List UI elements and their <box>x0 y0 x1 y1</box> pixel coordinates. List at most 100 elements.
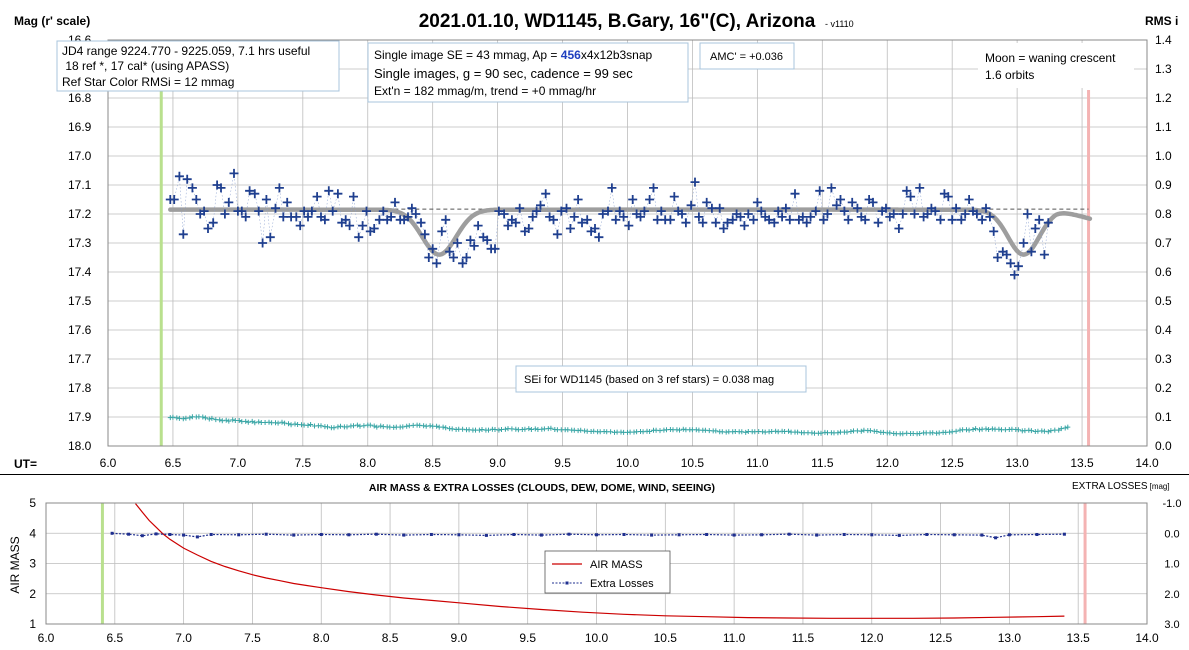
mag-point <box>441 215 451 225</box>
bottom-x-tick-label: 6.0 <box>38 631 55 645</box>
rms-point <box>440 424 446 430</box>
mag-point <box>541 189 551 199</box>
mag-point <box>449 253 458 262</box>
mag-point <box>462 253 471 262</box>
rms-point <box>223 417 229 423</box>
mag-point <box>852 203 862 213</box>
extra-losses-point <box>264 532 268 536</box>
top-x-tick-label: 11.0 <box>746 456 769 470</box>
rms-point <box>371 423 377 429</box>
mag-point <box>432 258 442 268</box>
mag-point <box>981 203 991 213</box>
mag-point <box>458 258 468 268</box>
mag-point <box>707 203 717 213</box>
mag-point <box>573 195 583 204</box>
extra-losses-point <box>1035 533 1039 536</box>
mag-point <box>777 212 787 222</box>
rms-point <box>219 418 225 424</box>
bottom-x-tick-label: 9.0 <box>451 631 468 645</box>
bottom-left-tick-label: 4 <box>29 526 36 540</box>
rms-point <box>818 430 824 436</box>
bottom-right-tick-label: 1.0 <box>1164 559 1179 571</box>
mag-point <box>756 206 766 216</box>
top-right-tick-label: 0.7 <box>1155 236 1172 250</box>
rms-point <box>305 422 311 428</box>
mag-point <box>424 253 434 262</box>
top-tick-labels: 16.61.416.71.316.81.216.91.117.01.017.10… <box>68 33 1172 470</box>
mag-point <box>1039 250 1049 260</box>
rms-point <box>1056 427 1062 433</box>
mag-point <box>320 215 330 225</box>
extra-losses-point <box>292 533 296 537</box>
rms-point <box>421 423 427 429</box>
mag-point <box>910 209 919 219</box>
rms-point <box>367 422 373 428</box>
amc-text: AMC' = +0.036 <box>710 51 783 63</box>
legend-losses-label: Extra Losses <box>590 578 654 590</box>
mag-point <box>749 215 758 225</box>
mag-point <box>736 212 745 222</box>
top-left-tick-label: 17.0 <box>68 149 92 163</box>
mag-point <box>1043 218 1053 228</box>
mag-point <box>416 218 426 228</box>
bottom-x-tick-label: 12.0 <box>860 631 884 645</box>
legend-losses-marker <box>565 581 569 585</box>
top-x-tick-label: 8.0 <box>359 456 376 470</box>
mag-point <box>956 215 966 225</box>
mag-point <box>428 244 438 254</box>
mag-point <box>378 206 388 216</box>
single-images-text: Single images, g = 90 sec, cadence = 99 … <box>374 66 633 81</box>
rms-point <box>1058 426 1064 432</box>
extra-losses-point <box>512 533 516 536</box>
mag-point <box>790 189 800 199</box>
rms-point <box>867 428 873 434</box>
mag-point <box>465 235 475 245</box>
top-left-tick-label: 17.2 <box>68 207 92 221</box>
top-x-tick-label: 11.5 <box>811 456 834 470</box>
rms-point <box>338 423 343 429</box>
mag-point <box>420 229 430 239</box>
top-right-tick-label: 0.1 <box>1155 410 1172 424</box>
mag-point <box>503 221 513 231</box>
mag-point <box>473 221 483 231</box>
top-left-tick-label: 17.8 <box>68 381 92 395</box>
bottom-left-axis-label: AIR MASS <box>8 536 22 593</box>
extra-losses-point <box>732 533 736 537</box>
mag-point <box>199 206 209 216</box>
mag-point <box>312 192 322 202</box>
rms-point <box>640 429 646 435</box>
mag-point <box>915 183 925 193</box>
extra-losses-point <box>567 532 571 536</box>
rms-point <box>206 416 212 422</box>
mag-point <box>345 221 355 231</box>
rms-point <box>775 429 781 435</box>
mag-point <box>341 215 351 225</box>
ref-color-text: Ref Star Color RMSi = 12 mmag <box>62 75 234 89</box>
mag-point <box>328 206 338 216</box>
rms-point <box>513 426 519 432</box>
jd-range-text: JD4 range 9224.770 - 9225.059, 7.1 hrs u… <box>62 44 310 58</box>
extra-losses-point <box>980 533 984 537</box>
rms-point <box>325 424 330 430</box>
rms-point <box>486 427 491 433</box>
rms-series <box>167 414 1071 437</box>
top-right-tick-label: 0.4 <box>1155 323 1172 337</box>
top-left-tick-label: 16.8 <box>68 91 92 105</box>
single-image-se-text: Single image SE = 43 mmag, Ap = 456x4x12… <box>374 48 653 62</box>
top-x-tick-label: 13.0 <box>1005 456 1029 470</box>
mag-point <box>665 215 675 225</box>
rms-point <box>460 426 466 432</box>
bottom-chart-title: AIR MASS & EXTRA LOSSES (CLOUDS, DEW, DO… <box>369 482 715 494</box>
top-x-tick-label: 7.0 <box>230 456 247 470</box>
chart-separator <box>0 474 1189 475</box>
mag-point <box>437 226 447 236</box>
bottom-x-tick-label: 7.5 <box>244 631 261 645</box>
mag-point <box>307 206 317 216</box>
rms-point <box>680 426 686 432</box>
rms-point <box>187 415 193 421</box>
rms-point <box>308 422 314 427</box>
mag-point <box>906 192 916 202</box>
extra-losses-point <box>760 533 764 537</box>
mag-point <box>241 212 251 222</box>
mag-point <box>690 177 700 187</box>
